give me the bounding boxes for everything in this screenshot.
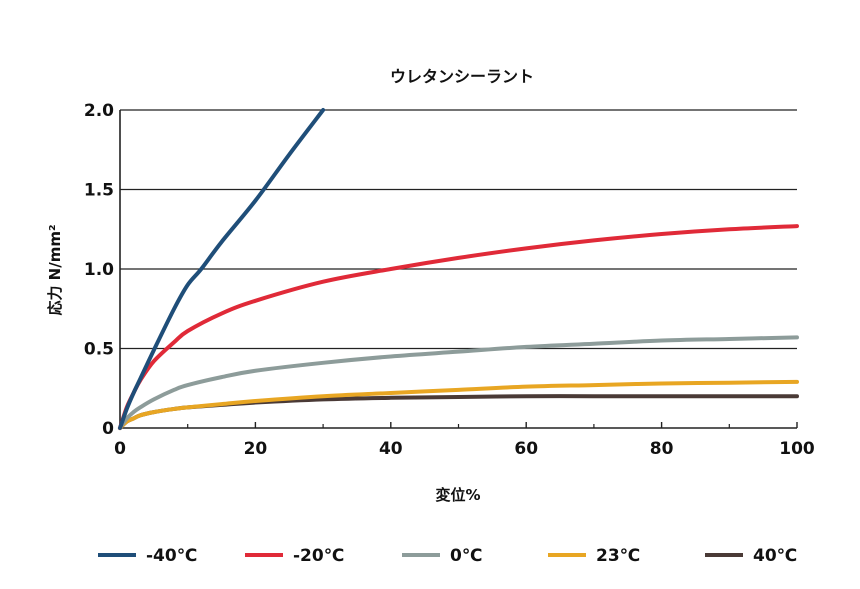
- y-tick-label: 2.0: [84, 101, 114, 121]
- series-line-0: [118, 108, 326, 430]
- series-line-2: [118, 335, 799, 430]
- legend-label-2: 0℃: [450, 546, 482, 566]
- x-tick-label: 40: [379, 439, 403, 459]
- y-tick-label: 1.0: [84, 260, 114, 280]
- x-axis-label: 変位%: [435, 486, 480, 504]
- x-tick-label: 100: [779, 439, 815, 459]
- series-lines: [118, 108, 799, 430]
- axes: [119, 110, 798, 429]
- legend-label-3: 23℃: [596, 546, 640, 566]
- x-tick-label: 80: [650, 439, 674, 459]
- x-tick-label: 20: [244, 439, 268, 459]
- y-tick-label: 0.5: [84, 340, 114, 360]
- series-line-3: [118, 379, 799, 430]
- y-axis-label: 応力 N/mm²: [46, 224, 64, 315]
- chart-title: ウレタンシーラント: [390, 67, 534, 86]
- y-tick-label: 1.5: [84, 181, 114, 201]
- legend-label-0: -40℃: [146, 546, 197, 566]
- grid: [120, 109, 797, 350]
- x-tick-label: 0: [114, 439, 126, 459]
- legend: -40℃ -20℃ 0℃ 23℃ 40℃: [98, 546, 797, 566]
- tick-labels: 0 20 40 60 80 100 0 0.5 1.0 1.5 2.0: [84, 101, 815, 459]
- x-tick-label: 60: [514, 439, 538, 459]
- legend-label-4: 40℃: [753, 546, 797, 566]
- series-line-4: [118, 394, 799, 430]
- y-tick-label: 0: [102, 419, 114, 439]
- legend-label-1: -20℃: [293, 546, 344, 566]
